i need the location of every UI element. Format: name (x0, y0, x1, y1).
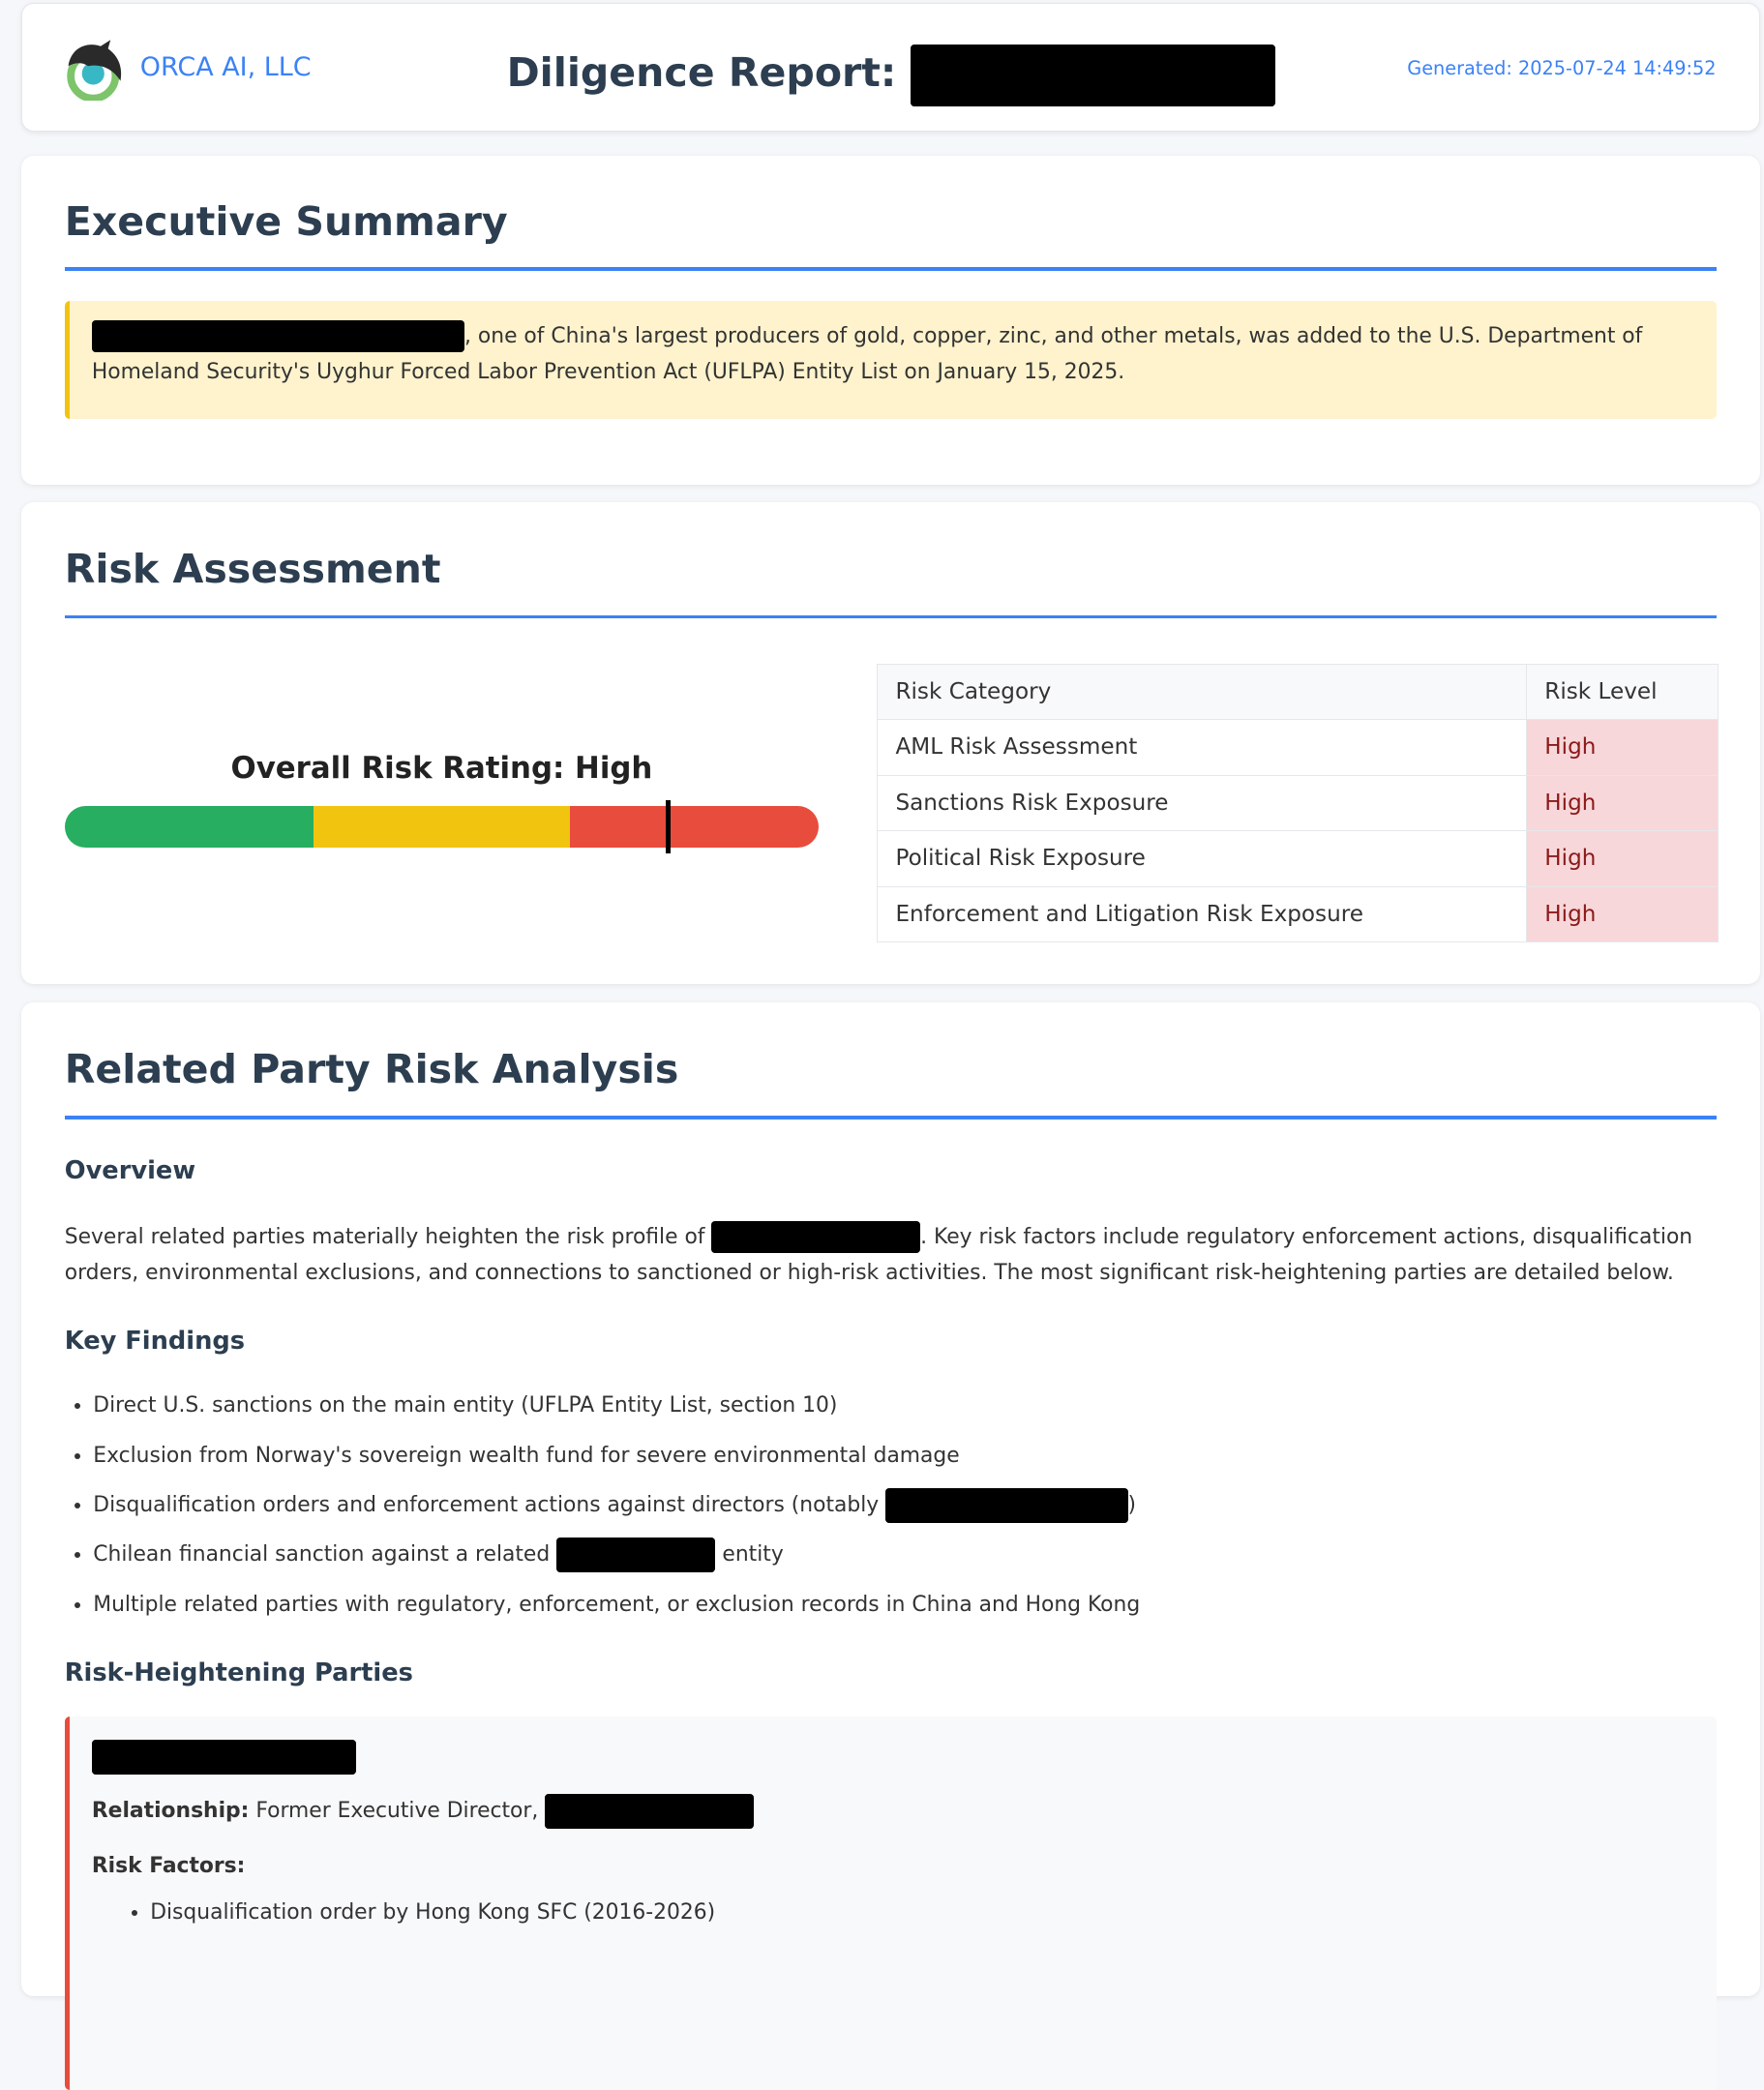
redaction (910, 44, 1276, 107)
redaction (556, 1538, 716, 1573)
table-row: Enforcement and Litigation Risk Exposure… (877, 885, 1719, 943)
risk-assessment-section: Risk Assessment Overall Risk Rating: Hig… (20, 501, 1761, 984)
redaction (545, 1794, 754, 1830)
divider (64, 614, 1718, 619)
list-item: Disqualification order by Hong Kong SFC … (150, 1895, 715, 1944)
list-item: Chilean financial sanction against a rel… (93, 1537, 1140, 1586)
overview-heading: Overview (64, 1156, 196, 1186)
divider (64, 1116, 1718, 1120)
brand-name: ORCA AI, LLC (139, 51, 312, 82)
parties-heading: Risk-Heightening Parties (64, 1658, 413, 1688)
risk-factors-label: Risk Factors: (91, 1853, 246, 1878)
orca-logo-icon (67, 39, 121, 101)
risk-level: High (1526, 774, 1719, 832)
risk-level: High (1526, 830, 1719, 887)
text: ) (1127, 1492, 1137, 1517)
summary-text: , one of China's largest producers of go… (91, 323, 1643, 384)
list-item: Direct U.S. sanctions on the main entity… (93, 1388, 1140, 1437)
text: Disqualification orders and enforcement … (93, 1492, 886, 1517)
risk-level: High (1526, 719, 1719, 776)
key-findings-heading: Key Findings (64, 1327, 245, 1357)
risk-category: AML Risk Assessment (877, 719, 1528, 776)
text: . Key risk factors include regulatory en… (64, 1224, 1693, 1285)
list-item: Exclusion from Norway's sovereign wealth… (93, 1438, 1140, 1487)
risk-category: Political Risk Exposure (877, 830, 1528, 887)
report-header: ORCA AI, LLC Diligence Report: Generated… (20, 2, 1761, 133)
section-heading: Executive Summary (64, 198, 508, 246)
table-header: Risk Category Risk Level (877, 663, 1719, 721)
overall-risk-rating: Overall Risk Rating: High (230, 750, 653, 786)
table-row: AML Risk Assessment High (877, 719, 1719, 776)
gauge-high (569, 806, 820, 848)
summary-alert: , one of China's largest producers of go… (64, 300, 1718, 419)
section-heading: Risk Assessment (64, 545, 441, 592)
overview-text: Several related parties materially heigh… (65, 1219, 1718, 1291)
findings-list: Direct U.S. sanctions on the main entity… (65, 1388, 1140, 1636)
redaction (711, 1220, 921, 1254)
risk-level: High (1526, 885, 1719, 943)
risk-category: Enforcement and Litigation Risk Exposure (877, 885, 1528, 943)
section-heading: Related Party Risk Analysis (64, 1046, 679, 1093)
list-item: Multiple related parties with regulatory… (93, 1587, 1140, 1636)
risk-factors-list: Disqualification order by Hong Kong SFC … (122, 1895, 715, 1944)
gauge-medium (313, 806, 570, 848)
gauge-marker (665, 799, 671, 854)
risk-gauge (64, 806, 820, 848)
label: Relationship: (91, 1799, 250, 1824)
table-row: Sanctions Risk Exposure High (877, 774, 1719, 832)
text: entity (715, 1542, 784, 1568)
table-row: Political Risk Exposure High (877, 830, 1719, 887)
redaction (91, 320, 465, 353)
text: Chilean financial sanction against a rel… (93, 1542, 557, 1568)
divider (64, 267, 1718, 271)
relationship: Relationship: Former Executive Director, (91, 1794, 754, 1830)
party-name-redaction (91, 1739, 357, 1775)
executive-summary-section: Executive Summary , one of China's large… (20, 155, 1761, 485)
redaction (885, 1487, 1128, 1523)
title-text: Diligence Report: (506, 49, 897, 97)
text: Former Executive Director, (249, 1799, 546, 1824)
party-card: Relationship: Former Executive Director,… (64, 1717, 1718, 2090)
related-party-section: Related Party Risk Analysis Overview Sev… (20, 1002, 1761, 2090)
list-item: Disqualification orders and enforcement … (93, 1487, 1140, 1537)
risk-category: Sanctions Risk Exposure (877, 774, 1528, 832)
column-header: Risk Level (1526, 663, 1719, 721)
gauge-low (64, 806, 314, 848)
text: Several related parties materially heigh… (64, 1224, 712, 1249)
generated-timestamp: Generated: 2025-07-24 14:49:52 (1407, 56, 1717, 79)
page-title: Diligence Report: (506, 44, 1276, 107)
risk-table: Risk Category Risk Level AML Risk Assessm… (877, 663, 1719, 943)
column-header: Risk Category (877, 663, 1528, 721)
